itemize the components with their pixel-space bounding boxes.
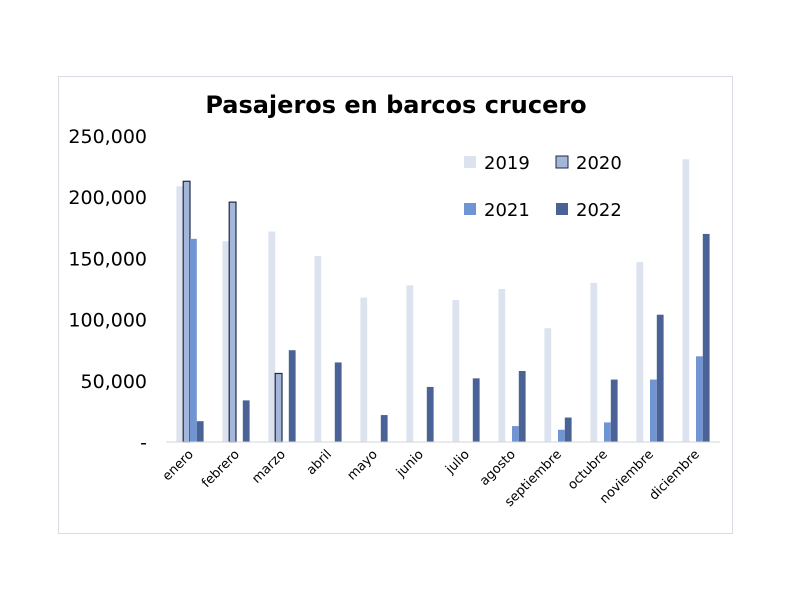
bar-2019-enero [176,186,184,442]
bar-2019-mayo [360,297,368,442]
y-tick-label: 200,000 [68,187,147,209]
legend-label-2020: 2020 [576,153,622,174]
legend-label-2022: 2022 [576,200,622,221]
bar-2021-diciembre [696,356,703,442]
y-tick-label: 100,000 [68,310,147,332]
bar-2022-diciembre [702,233,710,442]
bar-2020-febrero [228,201,237,443]
legend-swatch-2019 [464,156,476,168]
bar-2022-agosto [518,371,526,442]
bar-2019-septiembre [544,328,552,442]
y-tick-label: - [140,432,147,454]
bar-2019-junio [406,285,414,442]
bar-2019-octubre [590,282,598,442]
bar-2022-mayo [380,415,388,442]
legend-label-2019: 2019 [484,153,530,174]
bar-2019-febrero [222,241,230,442]
bar-2022-septiembre [564,417,572,442]
bar-2019-abril [314,255,322,442]
bar-2022-junio [426,386,434,442]
x-tick-label-enero: enero [160,447,197,484]
legend-label-2021: 2021 [484,200,530,221]
bars [176,159,710,443]
bar-2022-noviembre [656,314,664,442]
x-tick-label-abril: abril [304,447,335,478]
bar-2022-julio [472,378,480,442]
legend: 2019 2020 2021 2022 [464,153,622,221]
bar-2021-octubre [604,422,611,442]
legend-swatch-2020 [555,155,569,169]
bar-2022-octubre [610,379,618,442]
x-tick-label-julio: julio [442,447,472,477]
legend-swatch-2021 [464,203,476,215]
y-tick-label: 250,000 [68,126,147,148]
x-tick-label-agosto: agosto [477,447,519,489]
bar-2019-noviembre [636,262,644,442]
x-tick-label-marzo: marzo [249,447,288,486]
bar-2020-enero [182,180,191,443]
bar-2021-agosto [512,426,519,442]
y-axis-ticks: - 50,000 100,000 150,000 200,000 250,000 [68,126,147,454]
legend-swatch-2022 [556,203,568,215]
y-tick-label: 50,000 [81,371,147,393]
bar-2022-marzo [288,350,296,442]
bar-2022-abril [334,362,342,442]
x-tick-label-mayo: mayo [345,447,381,483]
bar-2021-enero [190,238,197,442]
bar-2022-febrero [242,400,250,442]
chart-frame: Pasajeros en barcos crucero - 50,000 100,0… [58,76,733,534]
bar-2019-agosto [498,289,506,442]
bar-2020-marzo [274,372,283,443]
bar-2022-enero [196,421,204,442]
bar-2019-julio [452,300,460,442]
x-tick-label-diciembre: diciembre [647,447,703,503]
bar-2021-septiembre [558,429,565,442]
chart-title: Pasajeros en barcos crucero [205,91,586,119]
bar-2021-noviembre [650,379,657,442]
x-axis-ticks: enero febrero marzo abril mayo junio julio agos… [160,447,703,510]
bar-2019-marzo [268,231,276,442]
x-tick-label-junio: junio [393,447,427,481]
x-tick-label-febrero: febrero [199,447,243,491]
y-tick-label: 150,000 [68,248,147,270]
bar-2019-diciembre [682,159,690,442]
chart-svg: Pasajeros en barcos crucero - 50,000 100,0… [68,91,720,510]
x-tick-label-octubre: octubre [565,447,611,493]
